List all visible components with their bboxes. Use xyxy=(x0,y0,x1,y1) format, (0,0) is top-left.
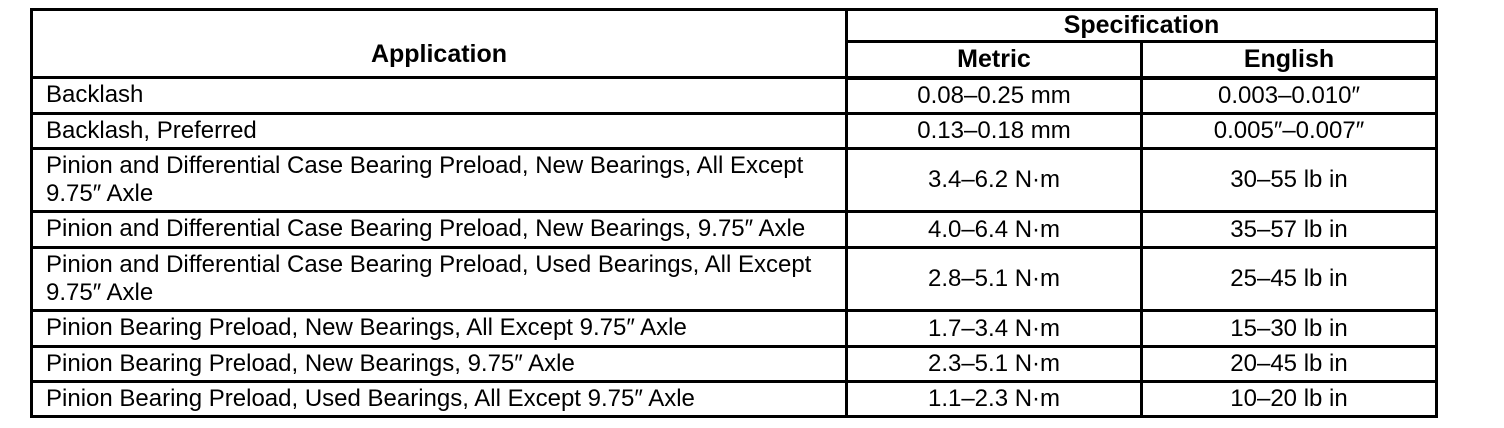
cell-application: Pinion and Differential Case Bearing Pre… xyxy=(30,210,848,249)
table-row: Pinion and Differential Case Bearing Pre… xyxy=(30,210,1438,249)
cell-metric: 3.4–6.2 N·m xyxy=(845,146,1143,214)
table-row: Backlash, Preferred 0.13–0.18 mm 0.005″–… xyxy=(30,111,1438,150)
cell-english: 25–45 lb in xyxy=(1140,245,1438,313)
table-row: Pinion Bearing Preload, Used Bearings, A… xyxy=(30,379,1438,419)
cell-metric: 4.0–6.4 N·m xyxy=(845,210,1143,249)
cell-metric: 2.8–5.1 N·m xyxy=(845,245,1143,313)
cell-english: 0.003–0.010″ xyxy=(1140,76,1438,115)
specifications-table: Application Specification Metric English… xyxy=(30,8,1438,419)
cell-metric: 1.7–3.4 N·m xyxy=(845,309,1143,348)
cell-metric: 0.13–0.18 mm xyxy=(845,111,1143,150)
table-row: Pinion and Differential Case Bearing Pre… xyxy=(30,245,1438,313)
table-row: Backlash 0.08–0.25 mm 0.003–0.010″ xyxy=(30,76,1438,115)
cell-application: Backlash, Preferred xyxy=(30,111,848,150)
table-row: Pinion Bearing Preload, New Bearings, Al… xyxy=(30,309,1438,348)
cell-english: 30–55 lb in xyxy=(1140,146,1438,214)
cell-application: Pinion and Differential Case Bearing Pre… xyxy=(30,146,848,214)
cell-metric: 2.3–5.1 N·m xyxy=(845,344,1143,384)
cell-metric: 1.1–2.3 N·m xyxy=(845,379,1143,419)
cell-english: 10–20 lb in xyxy=(1140,379,1438,419)
column-header-metric: Metric xyxy=(845,40,1143,80)
cell-application: Backlash xyxy=(30,76,848,115)
cell-english: 0.005″–0.007″ xyxy=(1140,111,1438,150)
table-row: Pinion and Differential Case Bearing Pre… xyxy=(30,146,1438,214)
cell-application: Pinion Bearing Preload, New Bearings, 9.… xyxy=(30,344,848,384)
column-header-english: English xyxy=(1140,40,1438,80)
table-row: Pinion Bearing Preload, New Bearings, 9.… xyxy=(30,344,1438,384)
column-header-application: Application xyxy=(30,8,848,79)
cell-english: 15–30 lb in xyxy=(1140,309,1438,348)
cell-application: Pinion Bearing Preload, New Bearings, Al… xyxy=(30,309,848,348)
cell-english: 35–57 lb in xyxy=(1140,210,1438,249)
cell-metric: 0.08–0.25 mm xyxy=(845,76,1143,115)
cell-english: 20–45 lb in xyxy=(1140,344,1438,384)
header-row-sub: Metric English xyxy=(32,40,1438,80)
column-header-specification: Specification xyxy=(845,8,1438,43)
header-row-top: Application Specification xyxy=(30,8,1438,79)
cell-application: Pinion Bearing Preload, Used Bearings, A… xyxy=(30,379,848,419)
cell-application: Pinion and Differential Case Bearing Pre… xyxy=(30,245,848,313)
